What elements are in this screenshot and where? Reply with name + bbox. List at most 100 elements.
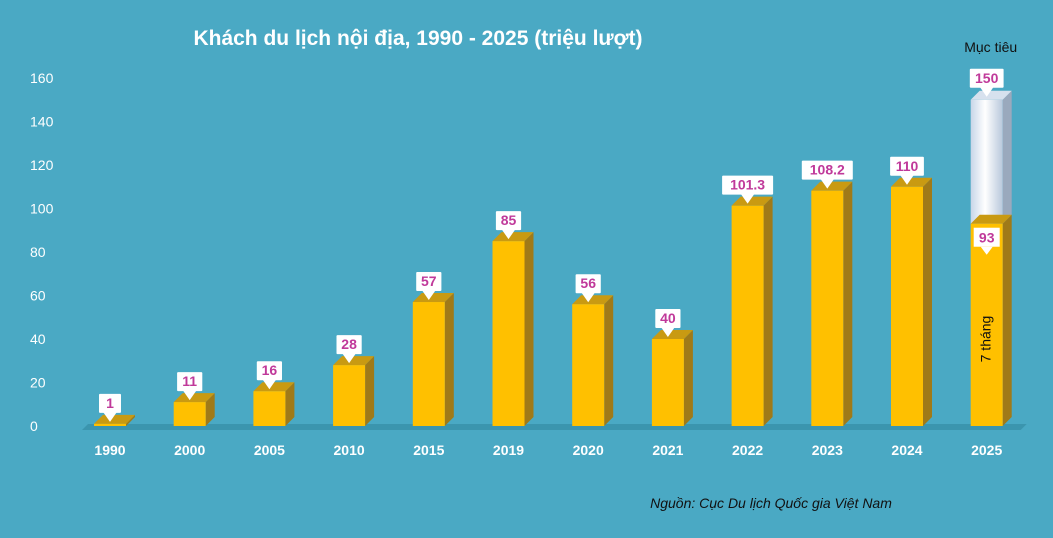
bar-side (365, 356, 375, 426)
bar-front (253, 391, 286, 426)
bar-front (492, 241, 525, 426)
bar-front (731, 205, 764, 426)
callout-box (177, 372, 203, 392)
chart-floor (82, 424, 1027, 430)
callout-box (416, 272, 442, 292)
bar (970, 214, 1012, 426)
target-bar (970, 90, 1012, 224)
bar-top (811, 181, 853, 191)
callout-box (801, 160, 853, 180)
bar (572, 295, 614, 426)
y-tick-label: 80 (30, 244, 46, 260)
data-label-callout: 56 (575, 274, 601, 303)
data-label-callout: 57 (416, 272, 442, 301)
x-tick-label: 2025 (971, 442, 1002, 458)
data-label: 108.2 (810, 162, 845, 178)
data-label-callout: 110 (890, 156, 924, 185)
callout-pointer (581, 292, 596, 303)
y-tick-label: 160 (30, 70, 54, 86)
x-tick-label: 2021 (652, 442, 683, 458)
data-label: 110 (896, 158, 919, 174)
bar-side (763, 196, 773, 426)
bar-front (891, 186, 923, 426)
bar-front (173, 402, 206, 426)
bar-note: 7 tháng (978, 316, 994, 363)
data-label-callout: 1 (99, 393, 121, 422)
bar-front (651, 339, 684, 426)
bar-top (651, 330, 693, 339)
target-bar-front (970, 99, 1003, 224)
bar-top (173, 393, 215, 403)
bar-front (811, 190, 844, 426)
data-label: 93 (979, 230, 995, 246)
bar-side (683, 330, 693, 426)
bar-top (731, 196, 773, 206)
data-label-callout: 108.2 (801, 160, 853, 189)
x-tick-label: 2020 (573, 442, 604, 458)
x-tick-label: 2023 (812, 442, 843, 458)
data-label-callout: 85 (495, 211, 522, 240)
data-label-callout: 101.3 (722, 175, 774, 204)
bar-front (572, 304, 605, 426)
target-bar-top (970, 90, 1012, 100)
x-tick-label: 2015 (413, 442, 444, 458)
data-label-callout: 28 (336, 335, 362, 364)
bar-side (1002, 214, 1012, 426)
bar-side (524, 232, 534, 426)
bar-side (604, 295, 614, 426)
data-label: 56 (580, 275, 596, 291)
y-tick-label: 0 (30, 418, 38, 434)
callout-pointer (979, 86, 994, 97)
bar-side (843, 181, 853, 426)
callout-pointer (421, 290, 436, 301)
callout-pointer (820, 178, 835, 189)
callout-pointer (900, 174, 914, 185)
bar (492, 232, 534, 426)
x-tick-label: 2000 (174, 442, 205, 458)
bar-front (970, 223, 1003, 426)
bar (891, 177, 932, 426)
bar-front (412, 302, 445, 426)
callout-box (722, 175, 774, 195)
bar-top (333, 356, 375, 366)
x-tick-label: 2024 (891, 442, 922, 458)
data-label-callout: 40 (655, 309, 681, 337)
callout-pointer (980, 246, 993, 255)
x-tick-label: 2019 (493, 442, 524, 458)
bar-front (333, 365, 366, 426)
callout-pointer (262, 379, 277, 390)
callout-box (99, 393, 121, 413)
data-label: 1 (106, 395, 114, 411)
bar-side (285, 382, 295, 426)
data-label-inside: 93 (973, 227, 1000, 255)
y-tick-label: 60 (30, 288, 46, 304)
y-tick-label: 140 (30, 114, 54, 130)
bar (811, 181, 853, 426)
callout-pointer (501, 229, 516, 240)
x-tick-label: 2022 (732, 442, 763, 458)
x-tick-label: 1990 (94, 442, 125, 458)
bar (333, 356, 375, 426)
x-tick-label: 2010 (334, 442, 365, 458)
chart-title: Khách du lịch nội địa, 1990 - 2025 (triệ… (193, 27, 642, 50)
data-label-callout: 11 (177, 372, 203, 401)
bar (651, 330, 693, 426)
data-label: 16 (262, 362, 278, 378)
data-label: 11 (182, 373, 197, 389)
data-label: 40 (660, 310, 676, 326)
callout-box (655, 309, 681, 328)
bar (173, 393, 215, 426)
callout-box (336, 335, 362, 355)
bar-top (94, 414, 135, 424)
data-label: 101.3 (730, 177, 765, 193)
bar-top (412, 293, 454, 303)
callout-box (969, 68, 1004, 88)
x-tick-label: 2005 (254, 442, 285, 458)
source-note: Nguồn: Cục Du lịch Quốc gia Việt Nam (650, 495, 892, 511)
callout-pointer (182, 390, 197, 401)
bar-top (970, 214, 1012, 224)
callout-box (973, 227, 1000, 247)
bar-top (891, 177, 932, 187)
